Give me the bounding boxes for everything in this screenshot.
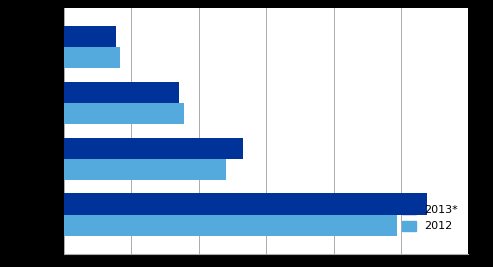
Bar: [64, 103, 184, 124]
Bar: [64, 193, 427, 215]
Bar: [64, 159, 226, 180]
Legend: 2013*, 2012: 2013*, 2012: [398, 200, 463, 236]
Bar: [64, 26, 115, 47]
Bar: [64, 47, 120, 68]
Bar: [64, 215, 397, 236]
Bar: [64, 82, 179, 103]
Bar: [64, 138, 243, 159]
